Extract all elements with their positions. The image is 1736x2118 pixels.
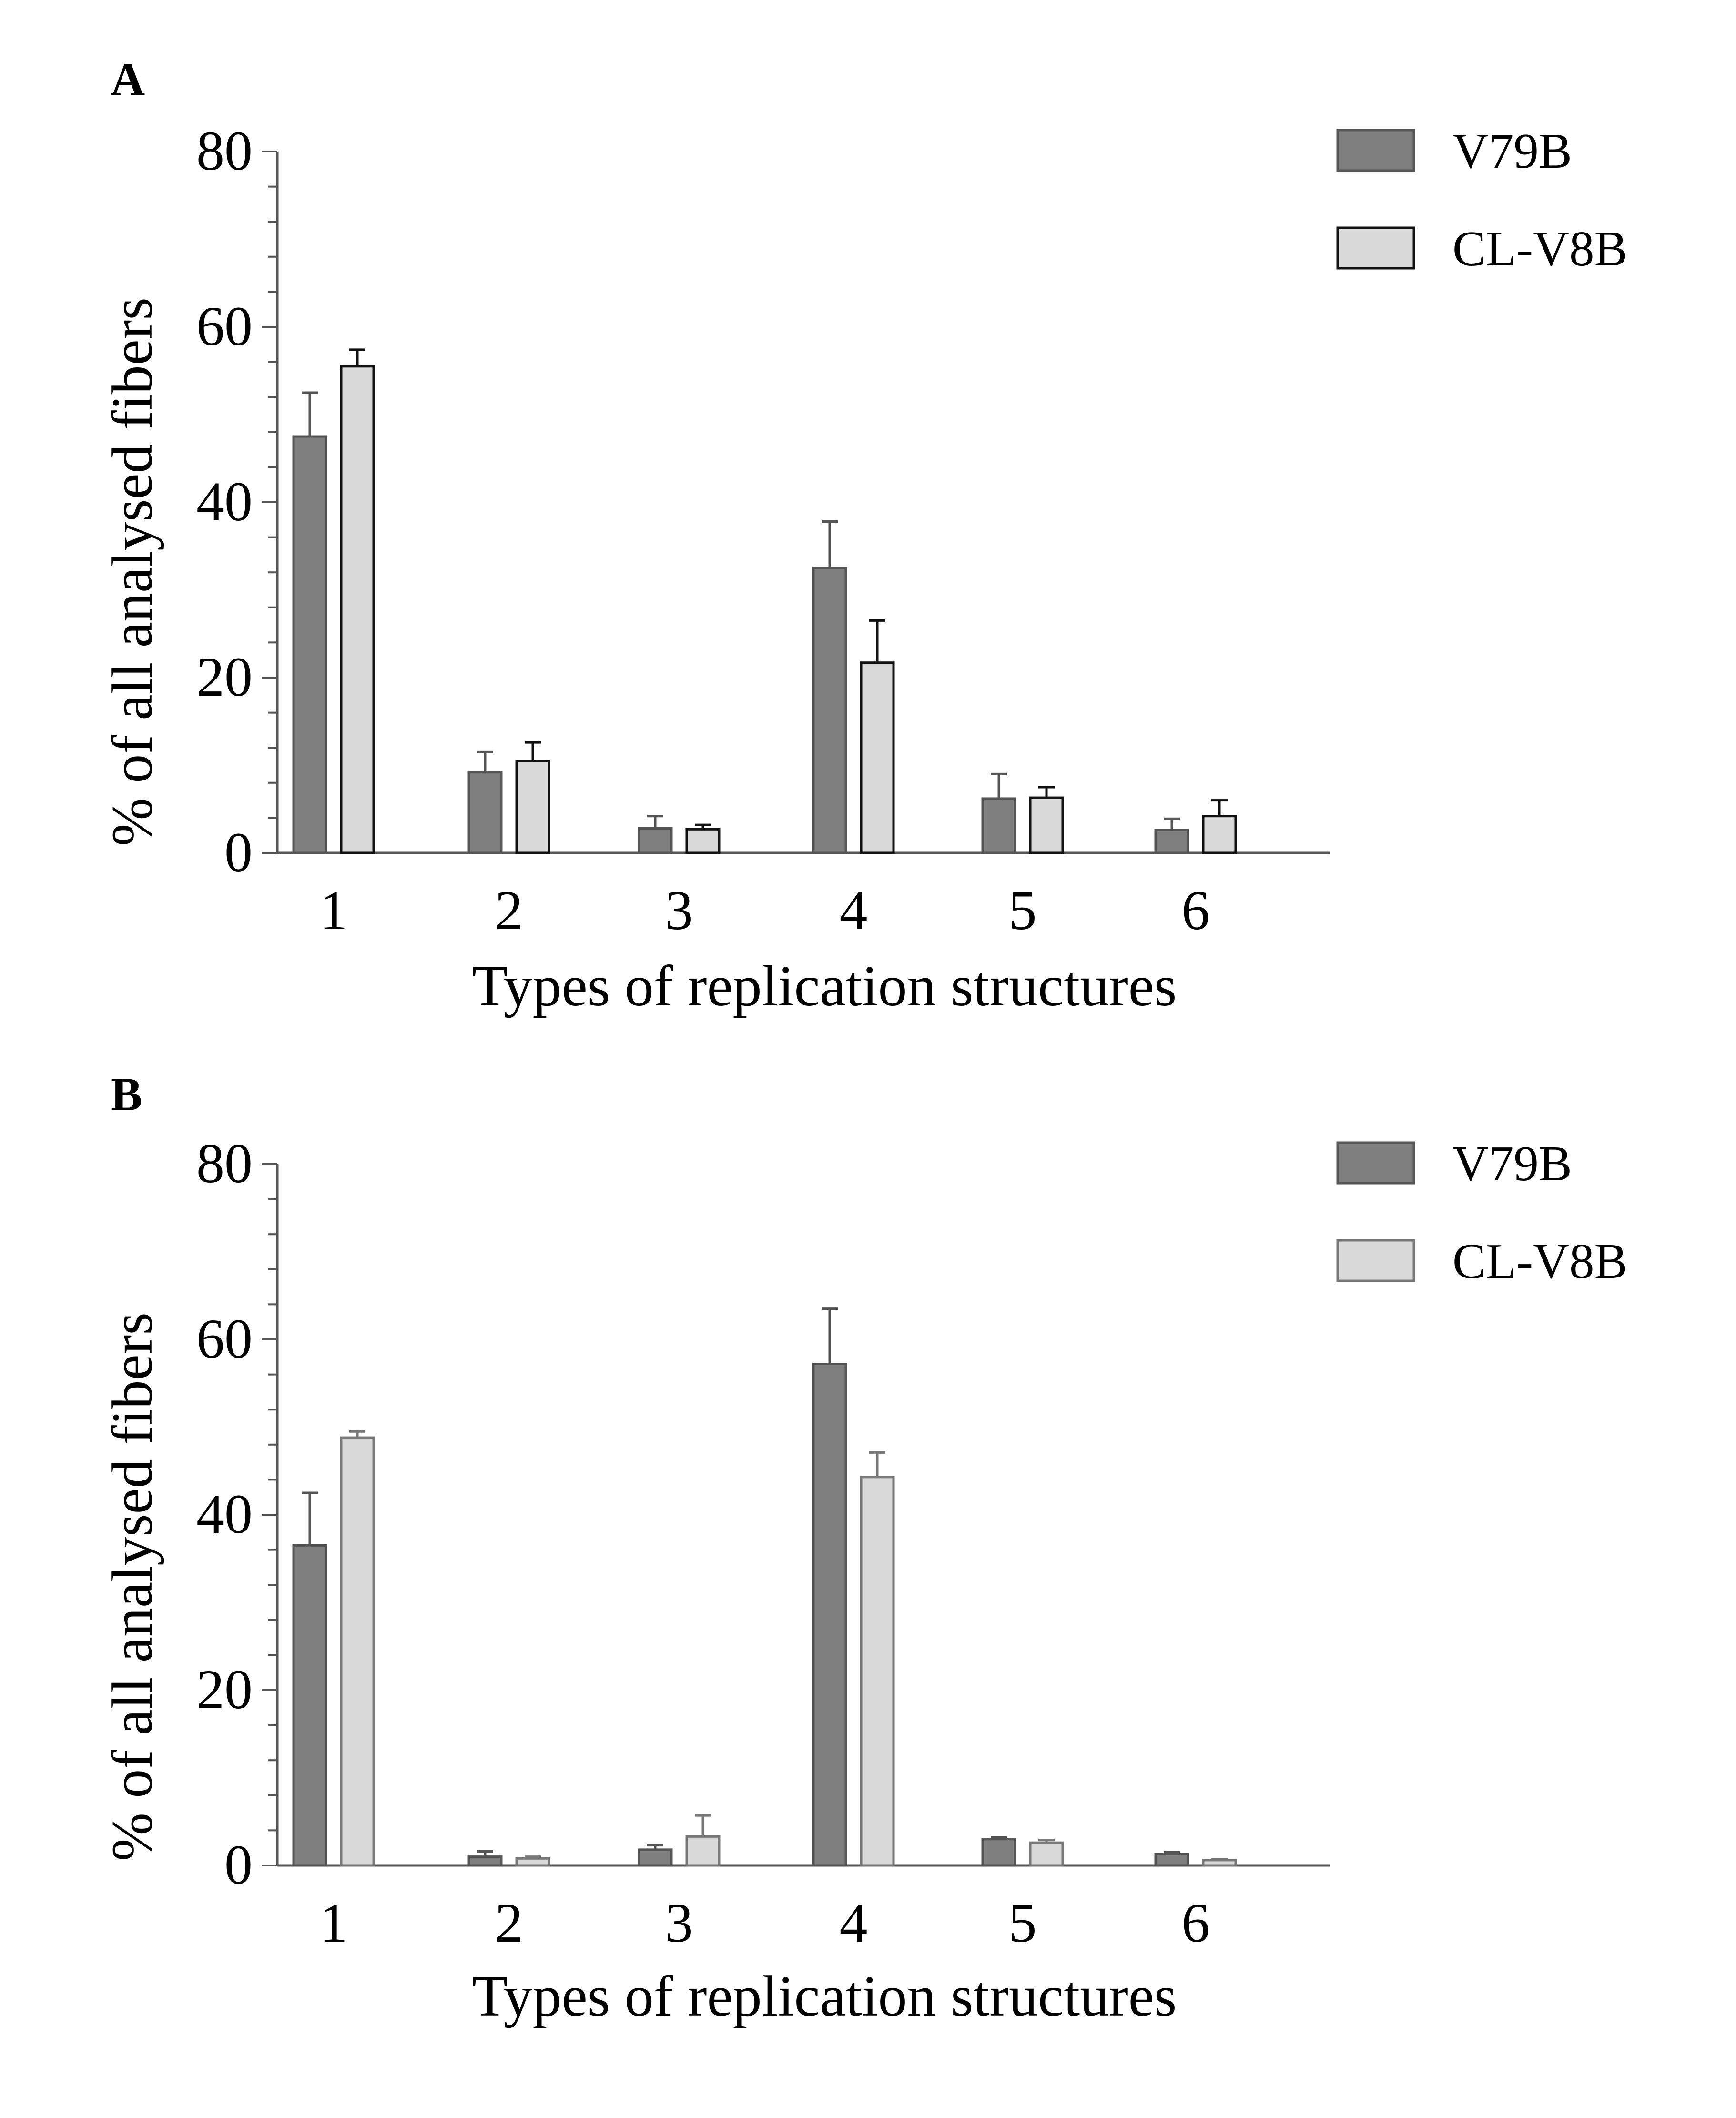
bar-cl-v8b-3 [685,1835,721,1867]
bar-v79b-1 [292,1544,327,1867]
x-tick-label: 4 [840,879,868,942]
bar-cl-v8b-5 [1029,1841,1064,1867]
panel-label: A [111,53,145,106]
y-tick-label: 60 [196,295,253,357]
bar-v79b-2 [467,771,503,854]
x-tick-label: 2 [495,879,523,942]
y-tick-label: 0 [224,1834,253,1896]
axes [262,151,1330,854]
bar-v79b-4 [812,1363,847,1867]
legend-label-v79b: V79B [1452,1135,1572,1191]
legend: V79B CL-V8B [1336,123,1628,276]
bar-cl-v8b-4 [860,1476,895,1867]
legend-label-cl-v8b: CL-V8B [1452,1233,1628,1289]
y-tick-label: 0 [224,821,253,883]
y-tick-label: 80 [196,1132,253,1195]
y-tick-label: 40 [196,1483,253,1545]
x-tick-label: 2 [495,1892,523,1954]
y-axis-title: % of all analysed fibers [100,1312,164,1861]
bar-v79b-2 [467,1855,503,1867]
legend-label-v79b: V79B [1452,123,1572,179]
bar-v79b-3 [638,1848,673,1867]
axes [262,1163,1330,1867]
ticks: 0 20 40 60 80 1 2 3 4 5 6 [196,120,1210,942]
legend-label-cl-v8b: CL-V8B [1452,221,1628,276]
y-tick-label: 80 [196,120,253,182]
x-tick-label: 3 [665,879,693,942]
bars [292,1307,1237,1867]
bar-cl-v8b-2 [515,760,550,854]
bar-cl-v8b-6 [1202,1859,1237,1867]
x-tick-label: 6 [1182,1892,1210,1954]
bar-v79b-3 [638,827,673,854]
x-axis-title: Types of replication structures [472,954,1177,1018]
legend-swatch-cl-v8b [1336,1239,1415,1282]
y-tick-label: 60 [196,1307,253,1370]
x-tick-label: 5 [1009,1892,1037,1954]
x-tick-label: 1 [320,879,348,942]
panel-b: B 0 20 40 60 80 1 2 3 4 5 6 Types of replication s… [100,1068,1628,2028]
legend-swatch-v79b [1336,1141,1415,1185]
bar-v79b-6 [1154,829,1189,854]
y-tick-label: 40 [196,470,253,533]
x-axis-title: Types of replication structures [472,1964,1177,2028]
y-tick-label: 20 [196,1658,253,1721]
y-tick-label: 20 [196,646,253,708]
bar-cl-v8b-1 [340,1436,375,1867]
bar-cl-v8b-4 [860,661,895,854]
x-tick-label: 3 [665,1892,693,1954]
legend-swatch-cl-v8b [1336,226,1415,270]
bar-v79b-4 [812,567,847,854]
bar-cl-v8b-1 [340,365,375,854]
legend: V79B CL-V8B [1336,1135,1628,1289]
bar-v79b-5 [981,1838,1016,1867]
bar-cl-v8b-2 [515,1857,550,1867]
x-tick-label: 5 [1009,879,1037,942]
x-tick-label: 1 [320,1892,348,1954]
x-tick-label: 6 [1182,879,1210,942]
bar-cl-v8b-5 [1029,796,1064,854]
panel-a: A 0 20 40 60 80 1 2 3 4 5 6 Types of replication s… [100,53,1628,1018]
bar-cl-v8b-6 [1202,815,1237,854]
panel-label: B [111,1068,142,1121]
legend-swatch-v79b [1336,129,1415,172]
x-tick-label: 4 [840,1892,868,1954]
ticks: 0 20 40 60 80 1 2 3 4 5 6 [196,1132,1210,1954]
bars [292,348,1237,854]
bar-cl-v8b-3 [685,828,721,854]
bar-v79b-6 [1154,1853,1189,1867]
bar-v79b-5 [981,797,1016,854]
bar-v79b-1 [292,435,327,854]
y-axis-title: % of all analysed fibers [100,297,164,846]
